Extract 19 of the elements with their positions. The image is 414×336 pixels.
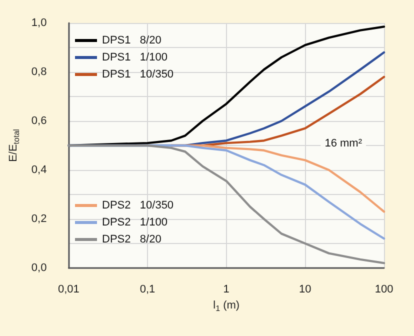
x-tick-label: 100 bbox=[374, 284, 394, 296]
legend-label: DPS2 1/100 bbox=[102, 216, 168, 228]
legend-label: DPS1 1/100 bbox=[102, 52, 168, 64]
annotation: 16 mm² bbox=[324, 138, 362, 150]
x-tick-label: 10 bbox=[299, 284, 312, 296]
x-tick-label: 0,01 bbox=[58, 284, 80, 296]
y-tick-label: 0,0 bbox=[31, 262, 47, 274]
legend-label: DPS2 10/350 bbox=[102, 200, 174, 212]
y-tick-label: 1,0 bbox=[31, 17, 47, 29]
y-tick-label: 0,8 bbox=[31, 66, 47, 78]
legend-label: DPS1 8/20 bbox=[102, 34, 162, 46]
x-tick-label: 0,1 bbox=[140, 284, 156, 296]
legend-label: DPS2 8/20 bbox=[102, 234, 162, 246]
y-axis-title: E/Etotal bbox=[8, 128, 21, 162]
legend-label: DPS1 10/350 bbox=[102, 68, 174, 80]
y-tick-label: 0,2 bbox=[31, 213, 47, 225]
x-tick-label: 1 bbox=[223, 284, 230, 296]
y-tick-label: 0,6 bbox=[31, 115, 47, 127]
y-tick-label: 0,4 bbox=[31, 164, 47, 176]
